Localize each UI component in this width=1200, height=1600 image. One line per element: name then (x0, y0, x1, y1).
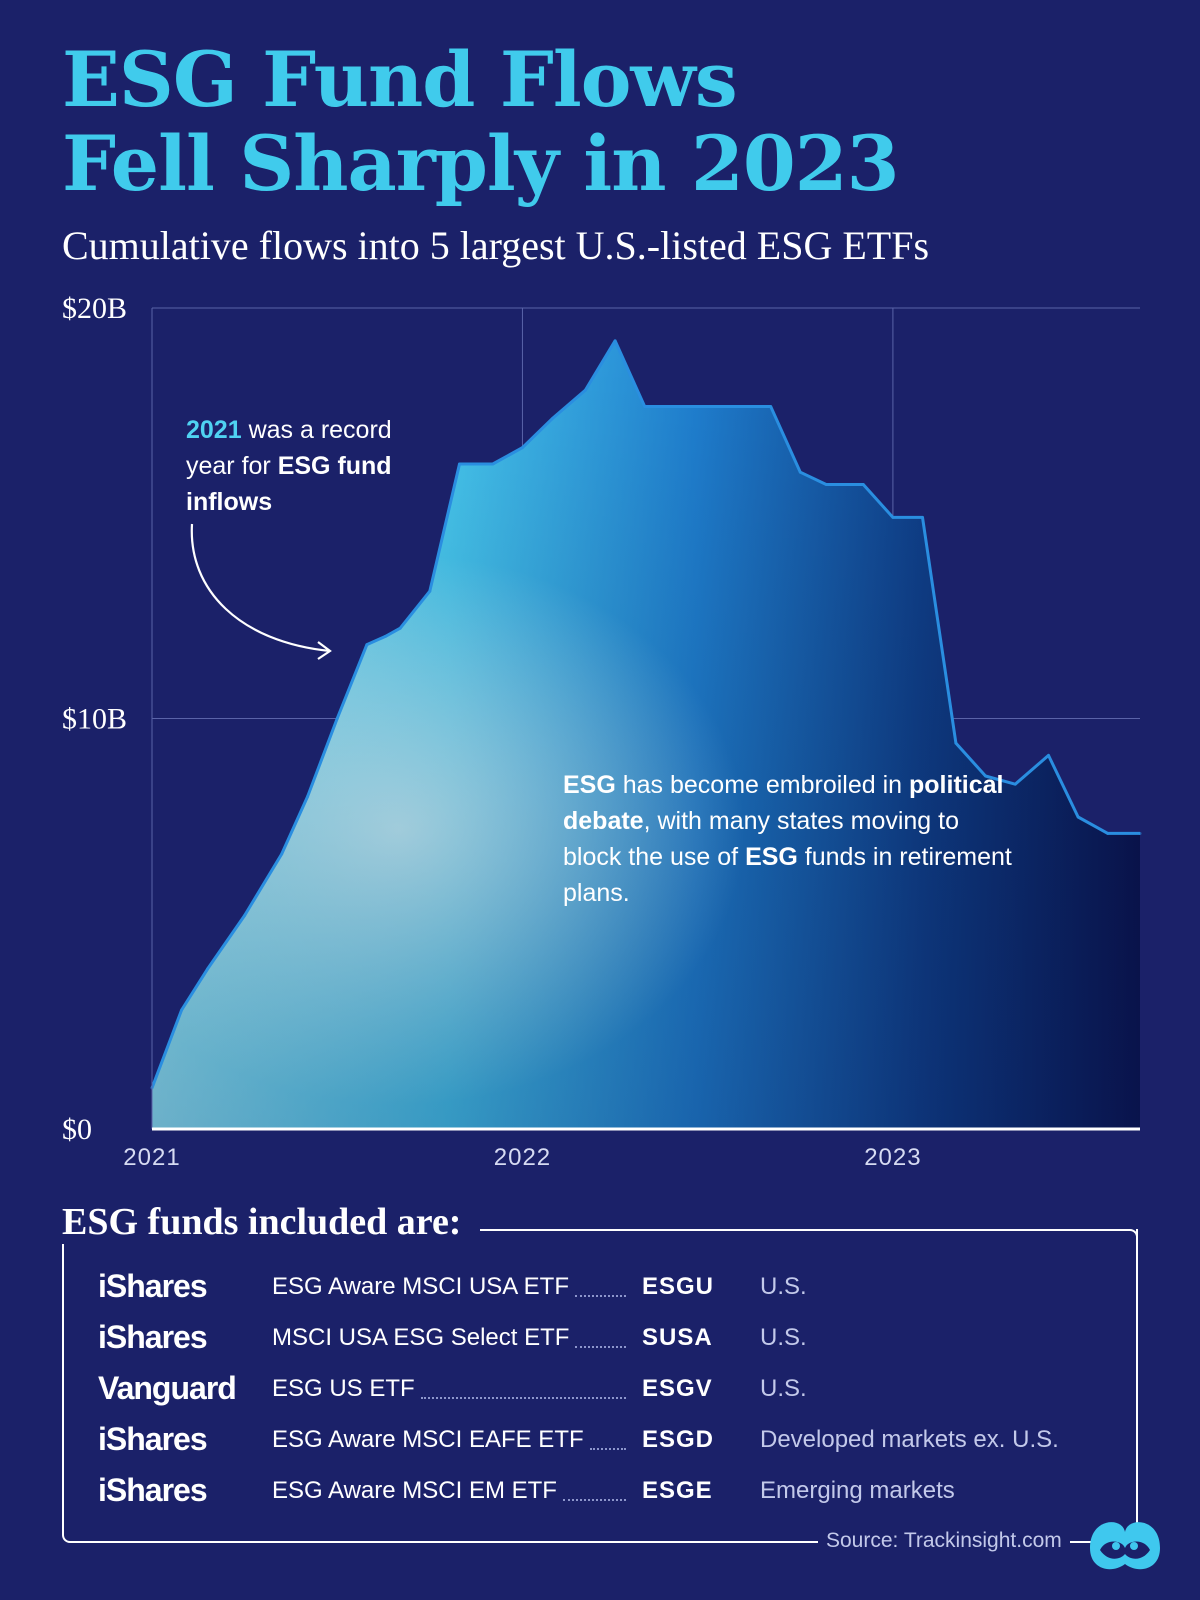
funds-list-box (62, 1229, 1138, 1543)
title-line-1: ESG Fund Flows (62, 35, 738, 124)
x-tick-label: 2023 (864, 1144, 921, 1170)
data-point (306, 794, 310, 798)
data-point (550, 417, 554, 421)
fund-region: U.S. (760, 1273, 807, 1300)
data-point (383, 634, 387, 638)
data-point (824, 483, 828, 487)
data-point (491, 462, 495, 466)
data-point (180, 1008, 184, 1012)
annotation-text: was a record year for (186, 416, 392, 480)
fund-ticker: SUSA (642, 1324, 713, 1351)
annotation-highlight-year: 2021 (186, 416, 242, 444)
axes: $0 $10B $20B 2021 2022 2023 (62, 292, 1140, 1170)
fund-name: ESG Aware MSCI EAFE ETF (272, 1426, 584, 1453)
title-line-2: Fell Sharply in 2023 (62, 119, 900, 208)
annotation-bold-esg: ESG (563, 771, 616, 799)
y-tick-label: $10B (62, 703, 127, 736)
data-point (335, 717, 339, 720)
fund-name: ESG US ETF (272, 1375, 415, 1402)
fund-brand: iShares (98, 1472, 208, 1508)
data-point (583, 388, 587, 392)
data-point (1106, 831, 1110, 835)
data-point (520, 446, 524, 450)
data-point (613, 339, 617, 343)
fund-row: iShares ESG Aware MSCI USA ETF ESGU U.S. (98, 1266, 1098, 1306)
fund-name: MSCI USA ESG Select ETF (272, 1324, 570, 1351)
data-point (735, 405, 739, 409)
page-title: ESG Fund Flows Fell Sharply in 2023 (62, 35, 900, 208)
data-point (1076, 815, 1080, 819)
data-point (769, 405, 773, 409)
area-chart: $0 $10B $20B 2021 2022 2023 (62, 292, 1142, 1170)
funds-heading: ESG funds included are: (62, 1200, 476, 1244)
fund-brand: iShares (98, 1421, 208, 1457)
annotation-text: funds in retirement plans. (563, 843, 1012, 907)
annotation-political-debate: ESG has become embroiled in political de… (563, 767, 1023, 911)
visual-capitalist-logo-icon (1090, 1522, 1160, 1570)
fund-region: Emerging markets (760, 1477, 955, 1504)
fund-region: U.S. (760, 1375, 807, 1402)
dotted-leader (575, 1328, 626, 1348)
data-point (954, 741, 958, 745)
data-point (1138, 831, 1142, 835)
fund-row: iShares ESG Aware MSCI EM ETF ESGE Emerg… (98, 1470, 1098, 1510)
data-point (798, 470, 802, 474)
curved-arrow-icon (190, 523, 332, 660)
data-point (398, 626, 402, 630)
annotation-bold-text: ESG fund inflows (186, 452, 392, 516)
fund-ticker: ESGD (642, 1426, 715, 1453)
dotted-leader (420, 1379, 626, 1399)
source-credit: Source: Trackinsight.com (818, 1529, 1070, 1553)
fund-region: U.S. (760, 1324, 807, 1351)
dotted-leader (589, 1430, 626, 1450)
fund-row: iShares ESG Aware MSCI EAFE ETF ESGD Dev… (98, 1419, 1098, 1459)
fund-brand: Vanguard (98, 1370, 237, 1406)
annotation-text: , with many states moving to block the u… (563, 807, 959, 871)
annotation-bold-esg: ESG (745, 843, 798, 871)
area-series (150, 339, 1142, 1129)
data-point (428, 589, 432, 593)
series-line (150, 339, 1140, 1089)
data-point (457, 462, 461, 466)
data-point (365, 643, 369, 647)
annotation-bold-political-debate: political debate (563, 771, 1004, 835)
data-point (891, 515, 895, 519)
fund-ticker: ESGE (642, 1477, 713, 1504)
y-tick-label: $0 (62, 1113, 92, 1146)
annotation-text: has become embroiled in (615, 771, 910, 799)
data-point (1046, 753, 1050, 757)
data-point (643, 405, 647, 409)
data-point (243, 914, 247, 918)
area-shade (152, 340, 1140, 1129)
fund-ticker: ESGV (642, 1375, 713, 1402)
fund-row: iShares MSCI USA ESG Select ETF SUSA U.S… (98, 1317, 1098, 1357)
fund-brand: iShares (98, 1268, 208, 1304)
chart-subtitle: Cumulative flows into 5 largest U.S.-lis… (62, 223, 930, 268)
annotation-record-year: 2021 was a record year for ESG fund infl… (186, 412, 446, 520)
fund-region: Developed markets ex. U.S. (760, 1426, 1059, 1453)
fund-name: ESG Aware MSCI USA ETF (272, 1273, 569, 1300)
fund-name: ESG Aware MSCI EM ETF (272, 1477, 557, 1504)
fund-brand: iShares (98, 1319, 208, 1355)
data-point (921, 515, 925, 519)
data-point (676, 405, 680, 409)
data-point (861, 483, 865, 487)
data-point (1013, 782, 1017, 786)
data-point (206, 967, 210, 971)
x-tick-label: 2022 (494, 1144, 551, 1170)
data-point (984, 774, 988, 778)
fund-row: Vanguard ESG US ETF ESGV U.S. (98, 1368, 1098, 1408)
data-point (706, 405, 710, 409)
dotted-leader (562, 1481, 626, 1501)
dotted-leader (574, 1277, 626, 1297)
data-point (280, 852, 284, 856)
x-tick-label: 2021 (123, 1144, 180, 1170)
y-tick-label: $20B (62, 292, 127, 325)
fund-ticker: ESGU (642, 1273, 715, 1300)
